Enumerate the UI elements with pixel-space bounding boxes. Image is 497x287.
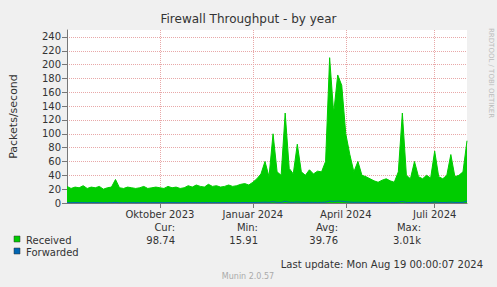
svg-text:Juli 2024: Juli 2024 xyxy=(412,209,456,220)
svg-text:Received: Received xyxy=(26,235,72,246)
svg-text:Munin 2.0.57: Munin 2.0.57 xyxy=(222,272,274,281)
svg-text:April 2024: April 2024 xyxy=(320,209,371,220)
svg-text:Last update: Mon Aug 19 00:00:: Last update: Mon Aug 19 00:00:07 2024 xyxy=(281,259,483,270)
svg-text:RRDTOOL / TOBI OETIKER: RRDTOOL / TOBI OETIKER xyxy=(487,28,495,118)
svg-text:39.76: 39.76 xyxy=(309,235,338,246)
svg-text:20: 20 xyxy=(48,184,61,195)
svg-text:Avg:: Avg: xyxy=(316,222,338,233)
svg-text:Forwarded: Forwarded xyxy=(26,247,79,258)
svg-text:80: 80 xyxy=(48,142,61,153)
svg-text:Firewall Throughput - by year: Firewall Throughput - by year xyxy=(160,12,336,26)
svg-text:Max:: Max: xyxy=(397,222,421,233)
svg-text:Oktober 2023: Oktober 2023 xyxy=(125,209,194,220)
svg-text:200: 200 xyxy=(42,59,61,70)
svg-text:3.01k: 3.01k xyxy=(393,235,421,246)
svg-text:40: 40 xyxy=(48,170,61,181)
svg-text:Packets/second: Packets/second xyxy=(7,74,20,159)
svg-text:180: 180 xyxy=(42,73,61,84)
svg-text:100: 100 xyxy=(42,128,61,139)
svg-text:140: 140 xyxy=(42,101,61,112)
svg-text:98.74: 98.74 xyxy=(146,235,175,246)
svg-text:15.91: 15.91 xyxy=(229,235,258,246)
svg-text:0: 0 xyxy=(55,198,61,209)
svg-text:220: 220 xyxy=(42,45,61,56)
svg-text:60: 60 xyxy=(48,156,61,167)
svg-text:Cur:: Cur: xyxy=(154,222,175,233)
svg-text:Januar 2024: Januar 2024 xyxy=(222,209,284,220)
svg-text:240: 240 xyxy=(42,31,61,42)
svg-text:160: 160 xyxy=(42,87,61,98)
svg-text:Min:: Min: xyxy=(237,222,258,233)
svg-text:120: 120 xyxy=(42,114,61,125)
